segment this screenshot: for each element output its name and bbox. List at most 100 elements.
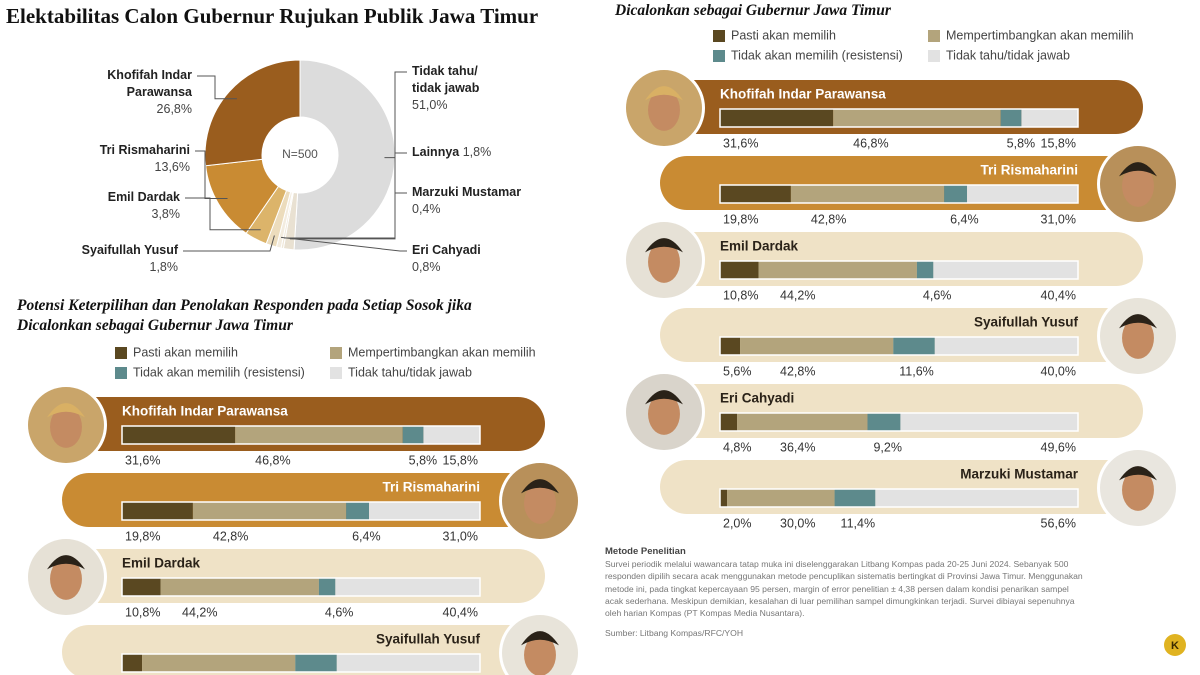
bar-outline [719,184,1079,204]
pie-label: Marzuki Mustamar 0,4% [412,184,562,218]
pie-label-name: Tri Rismaharini [99,143,190,157]
logo: K [1164,634,1186,656]
left-panel: N=500 Pasti akan memilih Mempertimbangkan … [0,0,598,675]
value-label: 44,2% [780,288,815,302]
legend-label: Mempertimbangkan akan memilih [946,28,1134,42]
photo-hair [521,479,559,494]
bar-segment [720,489,728,507]
photo-face [524,634,556,675]
value-label: 40,4% [1041,288,1076,302]
legend-swatch [713,50,725,62]
bar-segment [346,502,370,520]
bar-chart-title: Potensi Keterpilihan dan Penolakan Respo… [615,2,891,19]
photo-face [524,482,556,524]
value-label: 4,6% [923,288,952,302]
value-label: 19,8% [723,212,758,226]
photo-hair [645,86,683,101]
leader-line [384,71,407,159]
right-chart: Pasti akan memilih Mempertimbangkan akan … [623,28,1179,530]
legend-swatch [330,367,342,379]
value-label: 31,6% [125,453,160,467]
legend-label: Tidak tahu/tidak jawab [348,365,472,379]
value-label: 40,4% [443,605,478,619]
pie-label-name: Syaifullah Yusuf [81,243,178,257]
pie-label: Emil Dardak 3,8% [30,189,180,223]
pie-label-name: Tidak tahu/ tidak jawab [412,64,480,95]
value-label: 10,8% [723,288,758,302]
bar-outline [719,260,1079,280]
bar-segment [402,426,424,444]
bar-segment [1000,109,1022,127]
bar-segment [335,578,480,596]
bar-segment [934,337,1078,355]
pie-label: Lainnya 1,8% [412,144,562,161]
value-label: 31,0% [443,529,478,543]
photo-face [648,241,680,283]
method-note: Metode Penelitian Survei periodik melalu… [605,546,1083,639]
value-label: 46,8% [853,136,888,150]
right-panel: Pasti akan memilih Mempertimbangkan akan … [603,0,1200,675]
bar-outline [719,412,1079,432]
value-label: 42,8% [780,364,815,378]
row-name: Syaifullah Yusuf [974,315,1079,330]
value-label: 46,8% [255,453,290,467]
leader-line [185,197,261,231]
bar-segment [893,337,935,355]
bar-segment [122,426,236,444]
bar-segment [160,578,319,596]
bar-segment [867,413,901,431]
bar-segment [142,654,296,672]
value-label: 31,6% [723,136,758,150]
bar-segment [758,261,917,279]
pie-label: Khofifah Indar Parawansa 26,8% [80,67,192,118]
value-label: 9,2% [873,440,902,454]
bar-segment [720,185,791,203]
photo-face [1122,165,1154,207]
bar-segment [875,489,1078,507]
pie-slice [204,59,301,167]
bar-segment [122,654,143,672]
bar-segment [1021,109,1078,127]
value-label: 40,0% [1041,364,1076,378]
value-label: 5,8% [409,453,438,467]
bar-outline [719,488,1079,508]
value-label: 36,4% [780,440,815,454]
bar-segment [720,413,738,431]
photo-hair [645,390,683,405]
bar-outline [121,577,481,597]
bar-segment [122,502,193,520]
row-name: Tri Rismaharini [980,163,1078,178]
logo-circle [1164,634,1186,656]
row-name: Khofifah Indar Parawansa [122,404,288,419]
photo-face [1122,317,1154,359]
pie-label: Eri Cahyadi 0,8% [412,242,562,276]
photo-hair [521,631,559,646]
bar-segment [967,185,1078,203]
value-label: 4,6% [325,605,354,619]
row-name: Emil Dardak [720,239,799,254]
pie-label: Tri Rismaharini 13,6% [40,142,190,176]
bar-outline [121,653,481,673]
value-label: 31,0% [1041,212,1076,226]
legend-label: Mempertimbangkan akan memilih [348,345,536,359]
legend-swatch [928,30,940,42]
bar-segment [720,109,834,127]
value-label: 15,8% [1041,136,1076,150]
photo-face [648,393,680,435]
legend-swatch [115,367,127,379]
pie-label: Syaifullah Yusuf 1,8% [28,242,178,276]
pie-center-label: N=500 [282,147,318,161]
legend-swatch [330,347,342,359]
legend-label: Tidak akan memilih (resistensi) [731,48,903,62]
bar-segment [720,337,741,355]
value-label: 6,4% [950,212,979,226]
leader-line [284,192,407,239]
bar-segment [790,185,945,203]
photo-face [648,89,680,131]
photo-hair [1119,466,1157,481]
legend-swatch [713,30,725,42]
bar-segment [933,261,1078,279]
value-label: 5,8% [1007,136,1036,150]
source: Sumber: Litbang Kompas/RFC/YOH [605,628,744,639]
left-chart: N=500 Pasti akan memilih Mempertimbangkan … [25,59,581,675]
